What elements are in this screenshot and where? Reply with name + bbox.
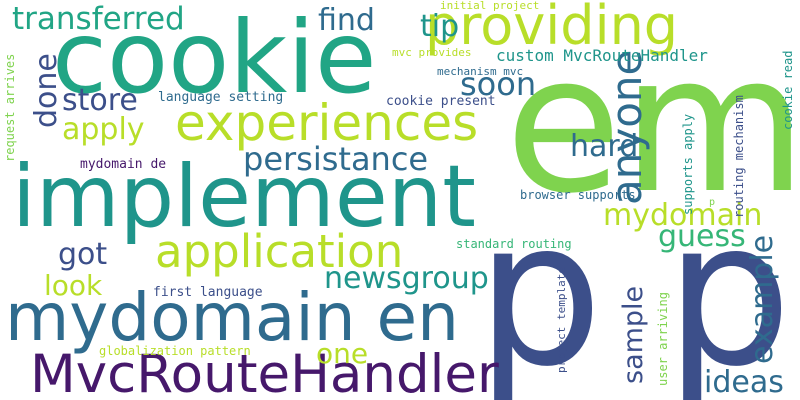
word-supports-apply: supports apply — [681, 113, 695, 215]
word-custom-mvcroutehandler: custom MvcRouteHandler — [496, 46, 708, 65]
word-user-arriving: user arriving — [656, 292, 670, 386]
word-globalization-pattern: globalization pattern — [99, 344, 251, 358]
word-browser-supports: browser supports — [520, 188, 636, 202]
word-em: em — [505, 14, 800, 235]
word-find: find — [318, 3, 375, 38]
word-hard: hard — [570, 129, 639, 164]
word-language-setting: language setting — [158, 90, 284, 105]
word-mydomain-de: mydomain de — [80, 157, 167, 172]
word-one: one — [316, 337, 369, 370]
word-experiences: experiences — [175, 94, 479, 152]
word-p-small: p — [709, 197, 716, 208]
word-implement: implement — [12, 147, 476, 247]
word-initial-project: initial project — [440, 0, 540, 12]
word-ideas: ideas — [704, 365, 784, 400]
word-first-language: first language — [153, 285, 263, 300]
word-p-left: p — [476, 178, 603, 400]
word-project-template: project template — [555, 267, 568, 373]
word-soon: soon — [460, 65, 537, 103]
word-standard-routing: standard routing — [456, 237, 572, 251]
word-store: store — [62, 83, 138, 118]
word-cookie: cookie — [52, 0, 377, 116]
word-cookie-present: cookie present — [386, 94, 496, 109]
word-cookie-read: cookie read — [781, 50, 795, 130]
word-sample: sample — [618, 285, 649, 384]
word-done: done — [29, 53, 64, 128]
word-newsgroup: newsgroup — [324, 261, 489, 296]
word-mydomain-en: mydomain en — [5, 279, 459, 356]
word-mydomain: mydomain — [603, 198, 763, 233]
word-mechanism-mvc: mechanism mvc — [437, 65, 524, 78]
word-guess: guess — [658, 219, 746, 254]
word-mvc-provides: mvc provides — [392, 46, 472, 59]
word-example: example — [745, 234, 780, 364]
word-got: got — [58, 237, 108, 272]
word-apply: apply — [62, 112, 145, 147]
word-transferred: transferred — [12, 1, 185, 37]
word-anyone: anyone — [602, 49, 651, 205]
word-tip: tip — [420, 9, 460, 44]
word-look: look — [44, 269, 103, 302]
word-routing-mechanism: routing mechanism — [732, 95, 746, 218]
word-request-arrives: request arrives — [3, 53, 17, 162]
word-application: application — [155, 225, 404, 278]
word-mvcroutehandler: MvcRouteHandler — [30, 344, 499, 400]
word-p-right: p — [665, 178, 792, 400]
word-providing: providing — [425, 0, 679, 57]
word-persistance: persistance — [243, 140, 429, 178]
